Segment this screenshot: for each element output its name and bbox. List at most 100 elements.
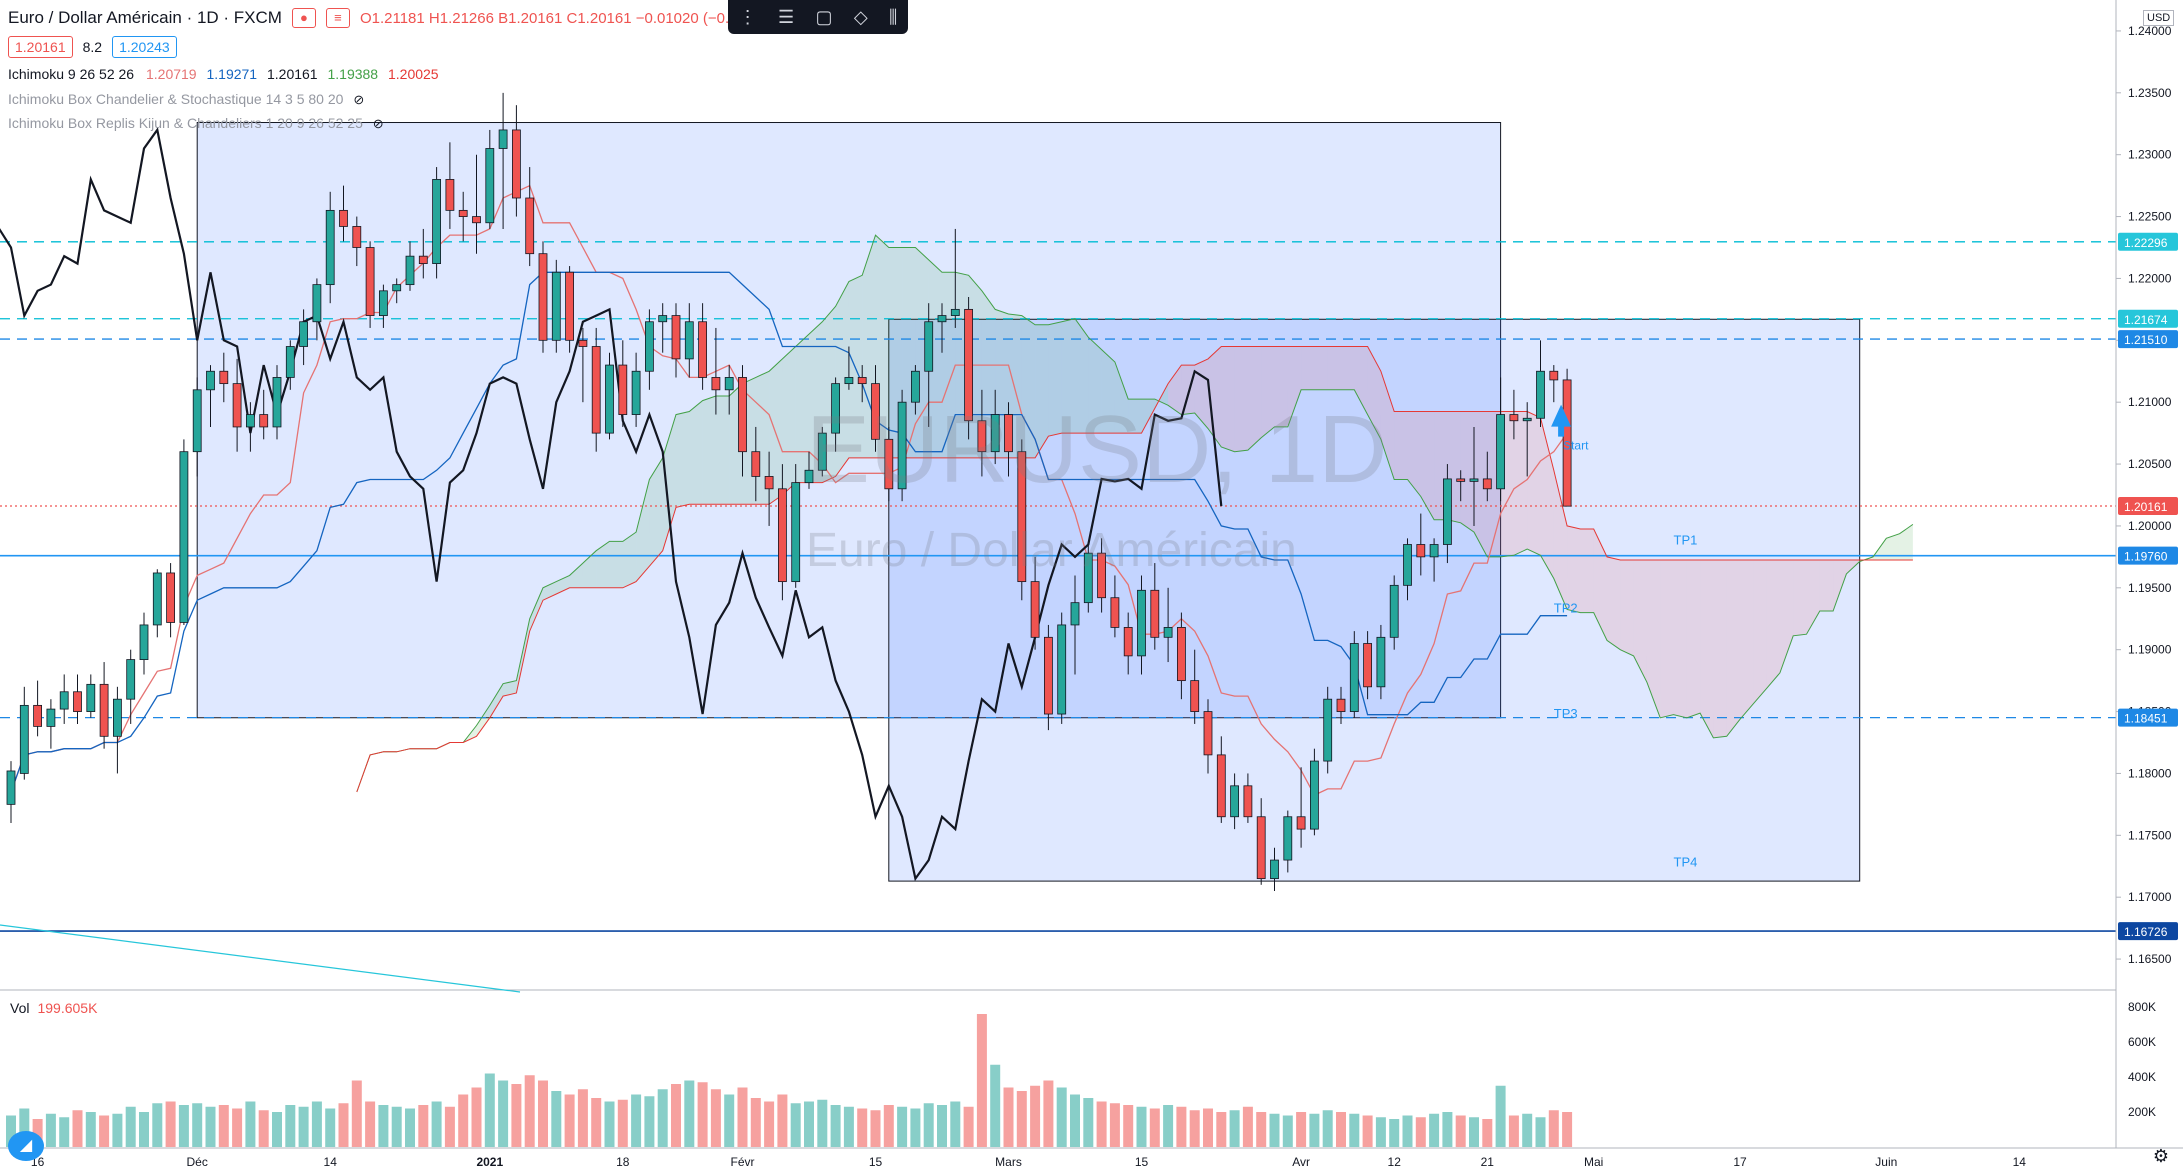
lines-tool-icon[interactable]: ☰ xyxy=(778,6,795,27)
volume-bar xyxy=(1522,1113,1533,1147)
volume-bar xyxy=(790,1103,801,1147)
bid-chip[interactable]: 1.20161 xyxy=(8,36,73,58)
volume-bar xyxy=(1229,1110,1240,1147)
candle-body xyxy=(19,704,29,774)
candle-body xyxy=(1017,451,1027,583)
candle-body xyxy=(365,247,375,316)
cloud-segment xyxy=(1793,559,1807,636)
indicator-name: Ichimoku Box Replis Kijun & Chandeliers … xyxy=(8,115,363,131)
candle-body xyxy=(1496,414,1505,490)
candle-body xyxy=(1243,785,1253,818)
price-badge-label: 1.16726 xyxy=(2124,925,2168,939)
indicator-box-chandelier[interactable]: Ichimoku Box Chandelier & Stochastique 1… xyxy=(8,91,364,108)
pattern-tool-icon[interactable]: ◇ xyxy=(853,6,868,27)
cloud-segment xyxy=(1141,399,1155,434)
volume-bar xyxy=(192,1103,203,1147)
candle-body xyxy=(1389,584,1399,638)
flag-icon[interactable]: ● xyxy=(291,8,316,28)
volume-bar xyxy=(1083,1098,1094,1147)
candle-body xyxy=(1562,379,1572,507)
volume-bar xyxy=(85,1112,96,1147)
candle-body xyxy=(498,129,508,149)
price-badge xyxy=(2118,546,2178,565)
volume-bar xyxy=(1056,1087,1067,1147)
start-label: Start xyxy=(1563,439,1589,453)
time-tick-label: 2021 xyxy=(476,1155,503,1169)
volume-bar xyxy=(1322,1110,1333,1147)
cloud-segment xyxy=(1394,411,1408,480)
volume-bar xyxy=(245,1101,256,1147)
candle-body xyxy=(1403,544,1412,586)
volume-bar xyxy=(963,1106,974,1147)
ichimoku-box-1 xyxy=(196,122,1502,719)
candle-body xyxy=(671,315,681,360)
cloud-segment xyxy=(1646,559,1661,718)
compare-icon[interactable]: ≡ xyxy=(325,8,350,28)
drag-handle-icon[interactable]: ⋮ xyxy=(738,6,757,27)
symbol-title[interactable]: Euro / Dollar Américain · 1D · FXCM xyxy=(8,8,282,27)
candle-body xyxy=(192,389,202,453)
candle-body xyxy=(126,659,136,700)
volume-bar xyxy=(1256,1112,1267,1147)
volume-bar xyxy=(405,1108,415,1147)
cloud-segment xyxy=(1766,559,1780,689)
candle-body xyxy=(778,488,787,583)
volume-bar xyxy=(45,1113,56,1147)
cloud-segment xyxy=(1075,318,1089,434)
hidden-eye-icon[interactable]: ⊘ xyxy=(353,92,365,107)
volume-bar xyxy=(99,1115,110,1147)
candle-body xyxy=(232,383,242,428)
volume-bar xyxy=(1469,1117,1479,1147)
indicator-box-replis[interactable]: Ichimoku Box Replis Kijun & Chandeliers … xyxy=(8,115,384,132)
cloud-segment xyxy=(1620,559,1634,656)
cloud-segment xyxy=(1593,529,1607,641)
hidden-eye-icon[interactable]: ⊘ xyxy=(372,116,384,131)
volume-bar xyxy=(1016,1091,1027,1147)
candle-body xyxy=(857,377,867,385)
box-tool-icon[interactable]: ▢ xyxy=(815,6,833,27)
volume-bar xyxy=(990,1064,1001,1147)
cloud-segment xyxy=(1380,371,1395,480)
volume-legend[interactable]: Vol 199.605K xyxy=(10,1000,97,1016)
candle-body xyxy=(1509,414,1519,422)
tradingview-logo-icon[interactable]: ◢ xyxy=(8,1131,44,1161)
candle-body xyxy=(684,321,694,360)
price-badge-label: 1.21674 xyxy=(2124,313,2168,327)
volume-bar xyxy=(152,1103,163,1147)
price-tick-label: 1.23500 xyxy=(2128,86,2172,100)
volume-bar xyxy=(950,1101,961,1147)
cloud-segment xyxy=(1700,559,1714,738)
trend-line xyxy=(0,924,521,993)
volume-bar xyxy=(471,1087,482,1147)
price-tick-label: 1.18000 xyxy=(2128,766,2172,780)
candlestick-series xyxy=(6,92,1572,891)
candle-body xyxy=(1177,627,1186,682)
time-tick-label: 21 xyxy=(1481,1155,1495,1169)
cloud-segment xyxy=(1553,470,1568,610)
candle-body xyxy=(179,451,189,623)
volume-bar xyxy=(524,1075,535,1147)
volume-bar xyxy=(444,1106,455,1147)
ask-chip[interactable]: 1.20243 xyxy=(112,36,177,58)
candle-body xyxy=(472,216,481,224)
cloud-segment xyxy=(622,532,637,588)
candle-body xyxy=(764,476,774,490)
candles-tool-icon[interactable]: ⫼ xyxy=(889,6,898,27)
cloud-segment xyxy=(1420,411,1435,520)
volume-bar xyxy=(232,1108,243,1147)
currency-label[interactable]: USD xyxy=(2143,10,2175,26)
price-tick-label: 1.19500 xyxy=(2128,581,2172,595)
cloud-segment xyxy=(1287,346,1302,427)
gear-icon[interactable]: ⚙ xyxy=(2152,1146,2169,1166)
price-tick-label: 1.17000 xyxy=(2128,890,2172,904)
indicator-ichimoku[interactable]: Ichimoku 9 26 52 26 1.20719 1.19271 1.20… xyxy=(8,66,439,82)
cloud-segment xyxy=(795,334,809,483)
volume-bar xyxy=(258,1110,269,1147)
candle-body xyxy=(1549,370,1559,381)
volume-bar xyxy=(976,1014,987,1147)
ohlc-values: O1.21181 H1.21266 B1.20161 C1.20161 −0.0… xyxy=(359,9,765,27)
volume-bar xyxy=(1282,1115,1293,1147)
volume-bar xyxy=(511,1084,522,1147)
volume-bar xyxy=(165,1101,176,1147)
